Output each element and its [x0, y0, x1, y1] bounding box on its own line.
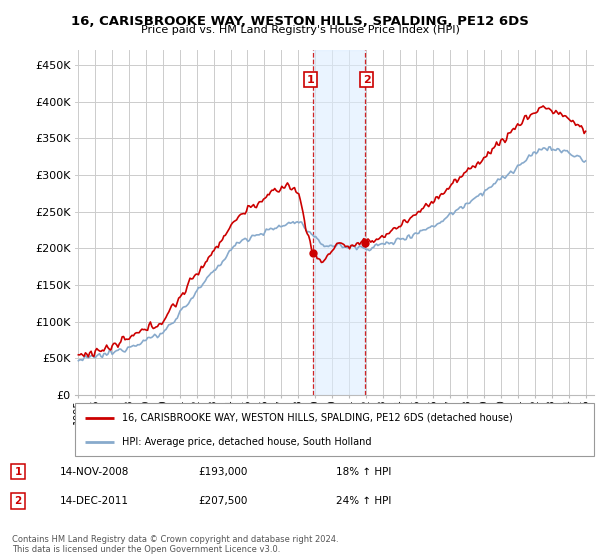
Text: 1: 1: [307, 74, 314, 85]
Text: 16, CARISBROOKE WAY, WESTON HILLS, SPALDING, PE12 6DS: 16, CARISBROOKE WAY, WESTON HILLS, SPALD…: [71, 15, 529, 27]
Text: Price paid vs. HM Land Registry's House Price Index (HPI): Price paid vs. HM Land Registry's House …: [140, 25, 460, 35]
Text: Contains HM Land Registry data © Crown copyright and database right 2024.
This d: Contains HM Land Registry data © Crown c…: [12, 535, 338, 554]
Text: 16, CARISBROOKE WAY, WESTON HILLS, SPALDING, PE12 6DS (detached house): 16, CARISBROOKE WAY, WESTON HILLS, SPALD…: [122, 413, 512, 423]
Text: £193,000: £193,000: [198, 466, 247, 477]
Text: 24% ↑ HPI: 24% ↑ HPI: [336, 496, 391, 506]
Text: 2: 2: [14, 496, 22, 506]
Bar: [313, 50, 365, 395]
Text: 14-NOV-2008: 14-NOV-2008: [60, 466, 130, 477]
Text: £207,500: £207,500: [198, 496, 247, 506]
FancyBboxPatch shape: [75, 403, 594, 456]
Text: 18% ↑ HPI: 18% ↑ HPI: [336, 466, 391, 477]
Text: HPI: Average price, detached house, South Holland: HPI: Average price, detached house, Sout…: [122, 437, 371, 447]
Text: 1: 1: [14, 466, 22, 477]
Text: 14-DEC-2011: 14-DEC-2011: [60, 496, 129, 506]
Text: 2: 2: [363, 74, 370, 85]
